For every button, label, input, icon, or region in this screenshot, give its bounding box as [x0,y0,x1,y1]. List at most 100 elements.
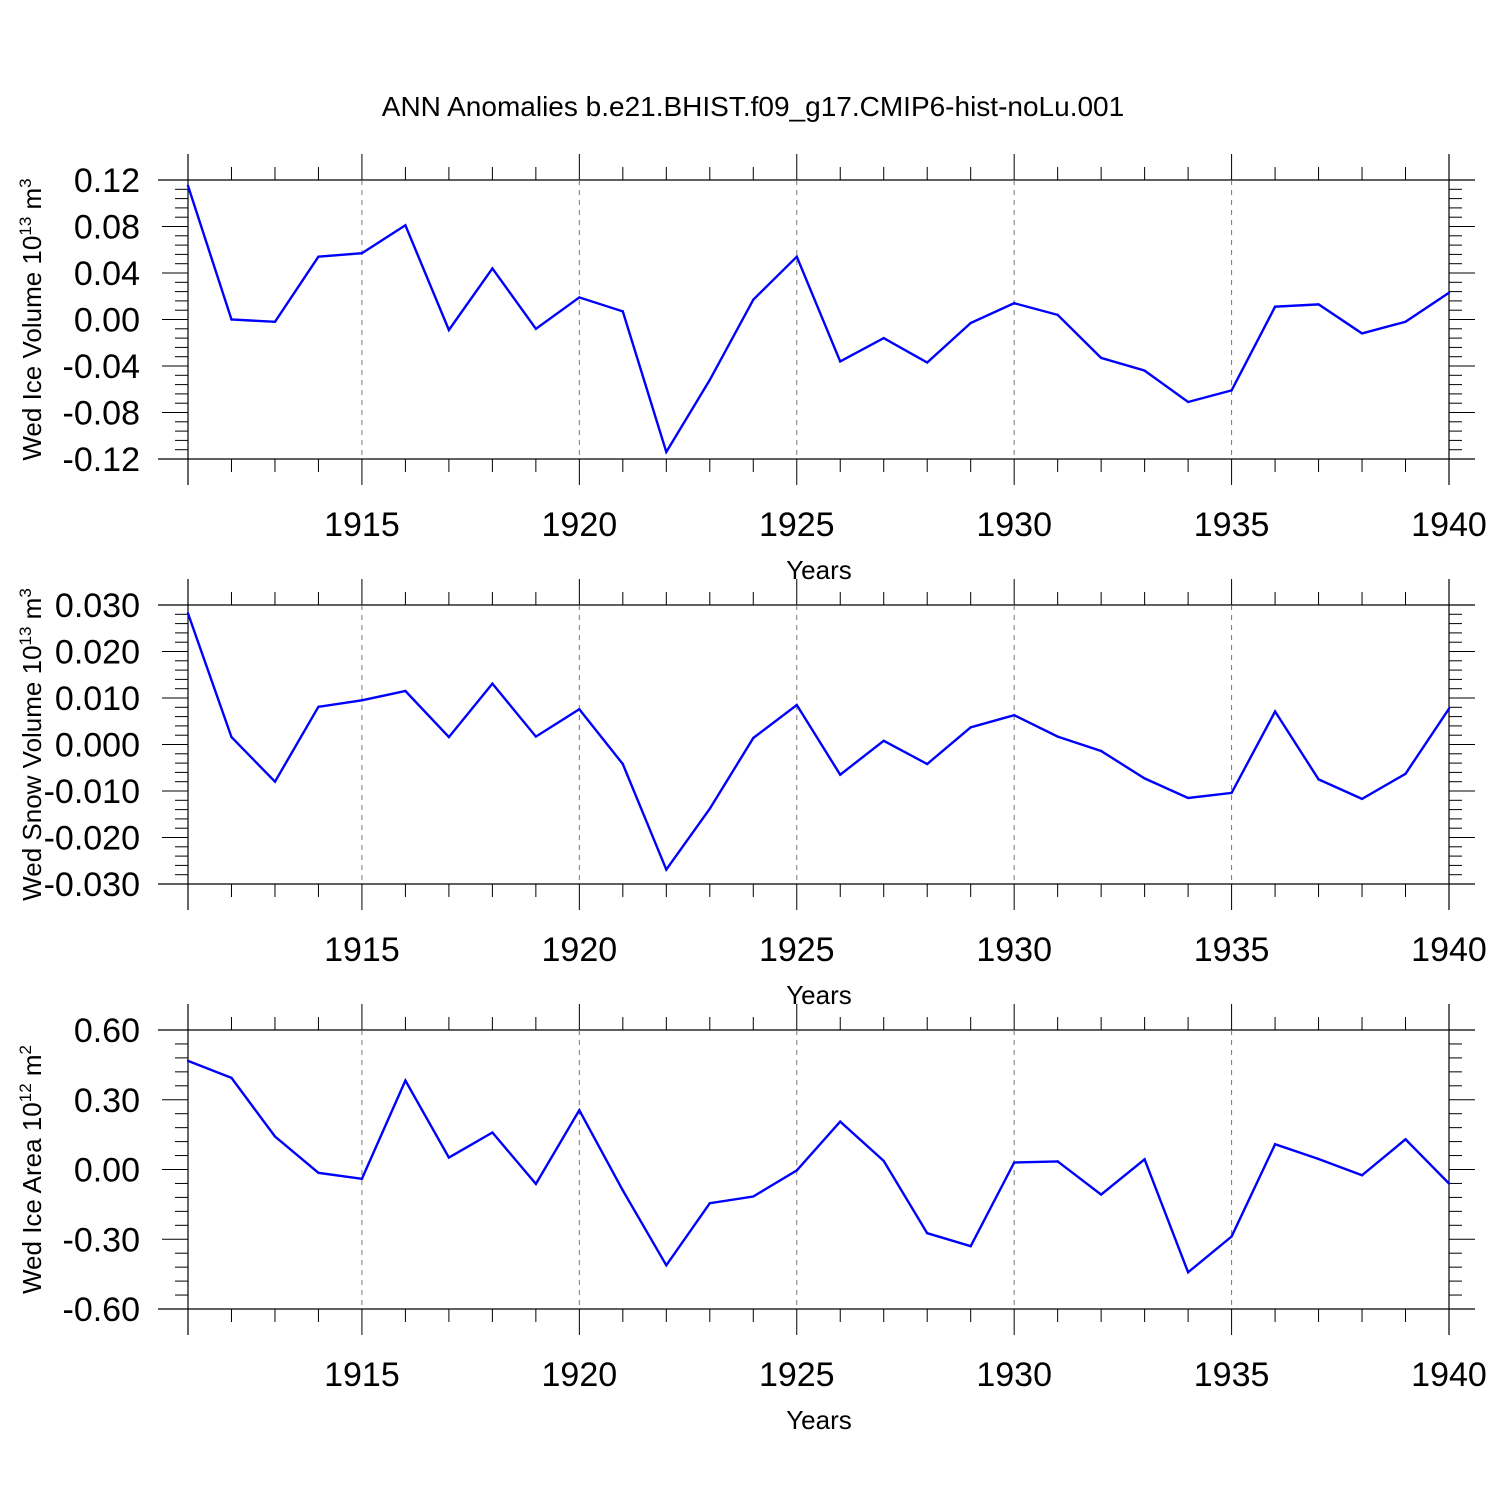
y-tick-label: 0.020 [55,634,140,672]
data-point [665,868,668,871]
data-point [1099,749,1103,753]
data-point [882,1159,885,1163]
x-tick-label: 1935 [1194,931,1270,969]
data-point [665,450,668,454]
data-point [1273,710,1277,713]
data-point [795,255,798,258]
y-tick-label: 0.12 [74,162,140,200]
data-point [839,360,842,363]
series-line [186,613,1450,873]
x-tick-label: 1925 [759,506,835,544]
data-point [1186,1271,1190,1274]
chart-title: ANN Anomalies b.e21.BHIST.f09_g17.CMIP6-… [382,91,1124,122]
data-point [1404,320,1407,324]
data-point [1012,714,1016,717]
y-tick-label: -0.020 [44,820,140,858]
x-tick-label: 1930 [976,1356,1052,1394]
data-point [1360,1174,1364,1177]
data-point [1360,332,1364,335]
data-point [621,310,625,313]
data-point [926,762,929,766]
data-point [795,703,798,707]
data-point [230,318,233,321]
data-point [969,1245,972,1248]
y-tick-label: -0.04 [63,348,141,386]
data-point [1317,1157,1320,1161]
data-point [534,735,538,738]
x-tick-label: 1940 [1411,1356,1487,1394]
data-point [578,707,581,711]
data-point [534,327,538,330]
data-point [969,321,972,325]
x-axis-label: Years [786,555,852,585]
y-tick-label: 0.030 [55,587,140,625]
data-point [447,735,451,739]
y-tick-label: 0.000 [55,727,140,765]
data-point [1273,305,1277,308]
data-point [1186,796,1190,800]
x-tick-label: 1940 [1411,931,1487,969]
data-point [839,773,842,776]
data-point [534,1182,538,1186]
y-tick-label: -0.010 [44,773,140,811]
panel-3: 0.60 0.30 0.00 -0.30 -0.60 1915 1920 1925 1930 19… [16,1004,1487,1435]
series-line [187,1059,1450,1275]
data-point [708,807,711,810]
data-point [317,1171,320,1174]
data-point [752,298,755,301]
data-point [360,1177,364,1181]
data-point [1230,1235,1233,1238]
data-point [360,699,364,702]
data-point [1012,1161,1016,1164]
panels: 0.12 0.08 0.04 0.00 -0.04 -0.08 -0.12 1915 1920 1… [16,154,1487,1435]
y-tick-label: 0.60 [74,1012,140,1050]
data-point [1186,400,1190,404]
data-point [578,1109,581,1112]
data-point [839,1120,842,1123]
data-point [317,255,320,258]
data-point [230,735,233,739]
y-tick-label: 0.30 [74,1082,140,1120]
x-tick-label: 1915 [324,931,400,969]
x-tick-label: 1920 [542,931,618,969]
y-tick-label: 0.08 [74,209,140,247]
y-axis-label: Wed Snow Volume 1013 m3 [16,588,47,901]
data-point [795,1169,798,1172]
data-point [273,320,277,324]
data-point [447,1156,451,1159]
data-point [404,224,407,227]
data-point [1056,735,1059,738]
data-point [665,1264,668,1267]
data-point [491,267,494,270]
y-tick-label: -0.30 [63,1221,141,1259]
data-point [621,1189,625,1192]
x-tick-label: 1915 [324,506,400,544]
y-axis-label: Wed Ice Volume 1013 m3 [16,178,47,460]
x-tick-label: 1920 [542,506,618,544]
data-point [1360,797,1364,801]
data-point [708,378,711,382]
x-tick-label: 1935 [1194,506,1270,544]
data-point [969,726,972,729]
panel-1: 0.12 0.08 0.04 0.00 -0.04 -0.08 -0.12 1915 1920 1… [16,154,1487,585]
x-tick-label: 1920 [542,1356,618,1394]
panel-2: 0.030 0.020 0.010 0.000 -0.010 -0.020 -0.030 19… [16,579,1487,1010]
y-axis-label: Wed Ice Area 1012 m2 [16,1045,47,1294]
data-point [708,1202,711,1205]
data-point [578,296,581,299]
x-tick-label: 1930 [976,931,1052,969]
x-tick-label: 1925 [759,931,835,969]
data-point [186,612,190,615]
data-point [752,1195,755,1198]
y-tick-label: 0.00 [74,1152,140,1190]
data-point [1447,707,1451,710]
data-point [1012,302,1016,305]
data-point [447,328,451,332]
x-axis-label: Years [786,1405,852,1435]
x-tick-label: 1930 [976,506,1052,544]
data-point [1143,369,1146,372]
data-point [317,705,320,709]
data-point [1273,1142,1277,1146]
data-point [491,1131,494,1134]
data-point [1317,778,1320,781]
